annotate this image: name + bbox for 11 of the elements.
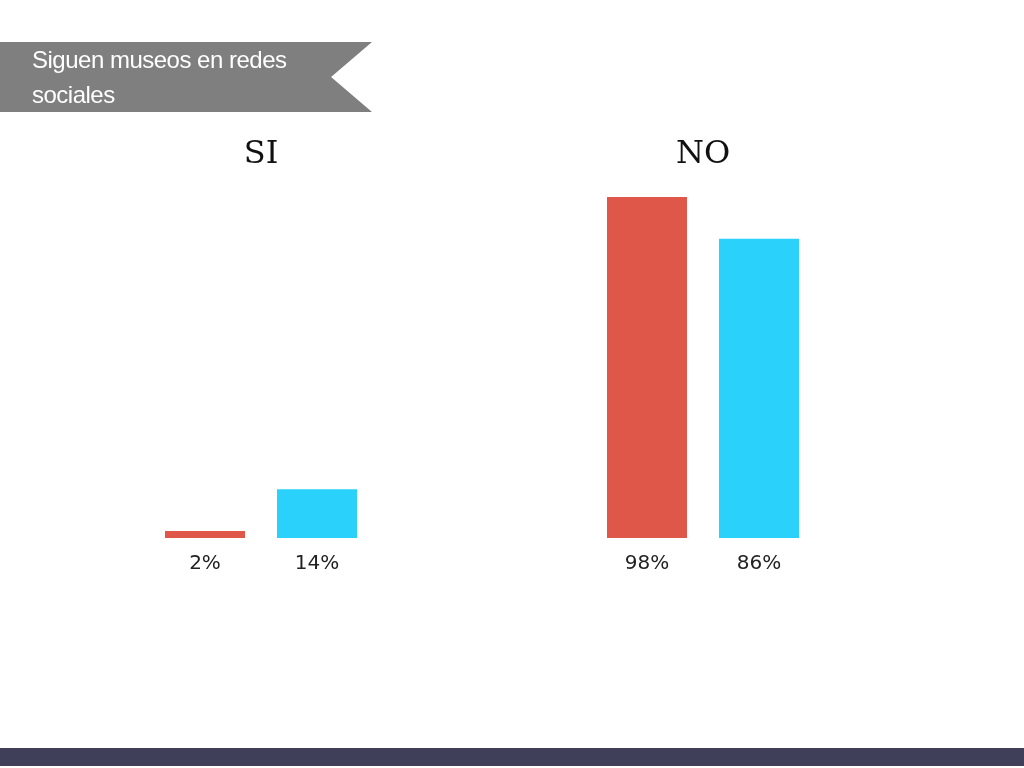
bar [607, 196, 687, 538]
chart-title: Siguen museos en redes sociales [32, 45, 288, 110]
data-label: 86% [736, 550, 782, 574]
data-label: 14% [294, 550, 340, 574]
data-label: 2% [189, 550, 221, 574]
x-tick-label: NO [675, 133, 731, 171]
x-tick-label: SI [243, 133, 279, 171]
bar [719, 238, 799, 538]
bar [165, 531, 245, 538]
bar [277, 489, 357, 538]
data-label: 98% [624, 550, 670, 574]
